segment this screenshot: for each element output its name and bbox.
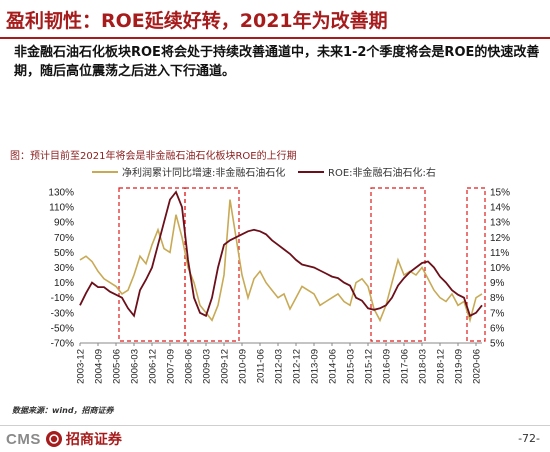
x-tick-label: 2008-06 xyxy=(184,349,195,384)
y-right-tick-label: 7% xyxy=(490,308,505,319)
legend-label-roe: ROE:非金融石油石化:右 xyxy=(328,166,436,179)
x-tick-label: 2012-12 xyxy=(292,349,303,384)
x-tick-label: 2009-12 xyxy=(220,349,231,384)
x-tick-label: 2003-12 xyxy=(76,349,87,384)
y-left-tick-label: 90% xyxy=(54,218,74,229)
y-right-tick-label: 5% xyxy=(490,339,505,350)
x-tick-label: 2009-03 xyxy=(202,349,213,384)
x-tick-label: 2006-12 xyxy=(148,349,159,384)
y-right-tick-label: 10% xyxy=(490,263,510,274)
footer-divider xyxy=(0,425,550,426)
y-left-tick-label: -70% xyxy=(51,339,74,350)
y-left-tick-label: 70% xyxy=(54,233,74,244)
y-right-tick-label: 9% xyxy=(490,278,505,289)
x-tick-label: 2011-06 xyxy=(256,349,267,383)
x-tick-label: 2012-03 xyxy=(274,349,285,384)
y-left-tick-label: 110% xyxy=(49,203,74,214)
x-tick-label: 2004-09 xyxy=(94,349,105,384)
highlight-period-box xyxy=(370,187,426,342)
series-line-roe xyxy=(79,190,483,318)
x-tick-label: 2014-06 xyxy=(328,349,339,384)
y-left-tick-label: 130% xyxy=(48,188,74,199)
y-right-tick-label: 14% xyxy=(490,203,510,214)
x-tick-label: 2019-09 xyxy=(454,349,465,384)
x-tick-label: 2017-06 xyxy=(400,349,411,384)
line-chart: 净利润累计同比增速:非金融石油石化 ROE:非金融石油石化:右 130% 110% 90… xyxy=(48,166,510,384)
y-left-tick-label: 50% xyxy=(54,248,74,259)
chart-title: 图：预计目前至2021年将会是非金融石油石化板块ROE的上行期 xyxy=(10,151,297,162)
y-left-tick-label: 10% xyxy=(54,278,74,289)
y-right-tick-label: 6% xyxy=(490,323,505,334)
summary-text: 非金融石油石化板块ROE将会处于持续改善通道中，未来1-2个季度将会是ROE的快… xyxy=(14,45,540,79)
x-tick-label: 2013-09 xyxy=(310,349,321,384)
x-tick-label: 2006-03 xyxy=(130,349,141,384)
series-line-net-profit xyxy=(79,199,483,324)
x-tick-label: 2010-09 xyxy=(238,349,249,384)
y-left-tick-label: -30% xyxy=(51,308,74,319)
y-right-tick-label: 12% xyxy=(490,233,510,244)
page-number: -72- xyxy=(518,432,540,445)
x-tick-label: 2015-03 xyxy=(346,349,357,384)
y-right-tick-label: 11% xyxy=(490,248,509,259)
y-right-tick-label: 15% xyxy=(490,188,510,199)
x-tick-label: 2005-06 xyxy=(112,349,123,384)
x-tick-label: 2018-03 xyxy=(418,349,429,384)
x-tick-label: 2007-09 xyxy=(166,349,177,384)
y-right-tick-label: 8% xyxy=(490,293,505,304)
x-tick-label: 2016-09 xyxy=(382,349,393,384)
data-source: 数据来源：wind，招商证券 xyxy=(12,406,114,415)
title-divider xyxy=(0,37,550,39)
logo-text: CMS xyxy=(6,430,41,448)
logo-emblem-icon xyxy=(45,431,62,447)
x-tick-label: 2015-12 xyxy=(364,349,375,384)
y-left-tick-label: -50% xyxy=(51,323,74,334)
x-tick-label: 2018-12 xyxy=(436,349,447,384)
slide-title: 盈利韧性：ROE延续好转，2021年为改善期 xyxy=(6,10,388,32)
y-right-tick-label: 13% xyxy=(490,218,510,229)
highlight-period-box xyxy=(466,187,486,342)
cms-logo: CMS 招商证券 xyxy=(6,428,122,450)
legend-label-net-profit: 净利润累计同比增速:非金融石油石化 xyxy=(122,166,285,179)
x-tick-label: 2020-06 xyxy=(472,349,483,384)
y-left-tick-label: 30% xyxy=(54,263,74,274)
logo-cn-text: 招商证券 xyxy=(65,432,122,448)
highlight-period-box xyxy=(184,187,240,342)
y-left-tick-label: -10% xyxy=(51,293,74,304)
